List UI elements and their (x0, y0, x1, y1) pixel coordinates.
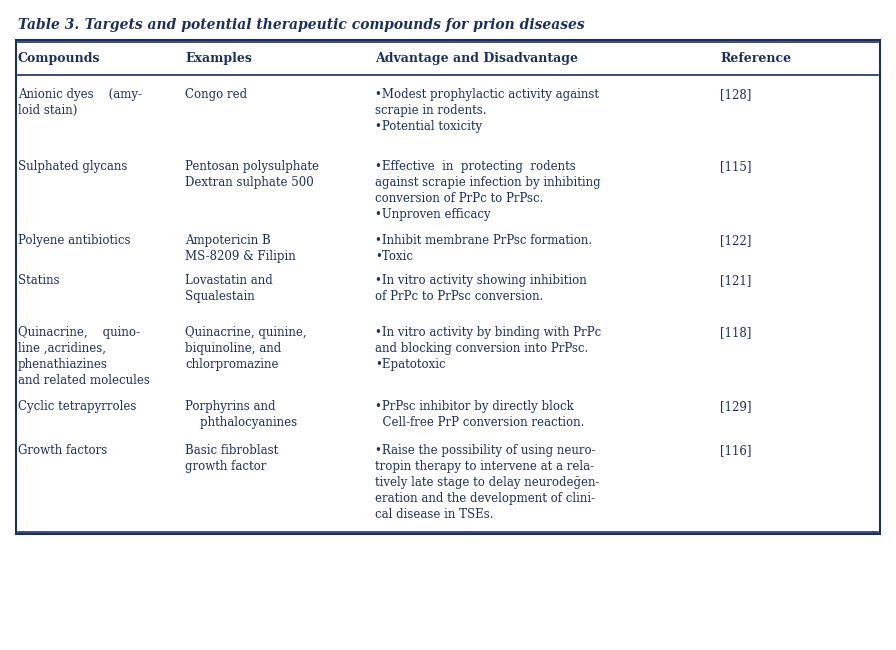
Text: •PrPsc inhibitor by directly block
  Cell-free PrP conversion reaction.: •PrPsc inhibitor by directly block Cell-… (375, 400, 584, 429)
Text: Congo red: Congo red (185, 88, 247, 101)
Text: •Raise the possibility of using neuro-
tropin therapy to intervene at a rela-
ti: •Raise the possibility of using neuro- t… (375, 444, 599, 521)
Text: Anionic dyes    (amy-
loid stain): Anionic dyes (amy- loid stain) (18, 88, 142, 117)
Text: •Inhibit membrane PrPsc formation.
•Toxic: •Inhibit membrane PrPsc formation. •Toxi… (375, 234, 592, 263)
Text: Lovastatin and
Squalestain: Lovastatin and Squalestain (185, 274, 272, 303)
Text: [115]: [115] (720, 160, 752, 173)
Text: Basic fibroblast
growth factor: Basic fibroblast growth factor (185, 444, 279, 473)
Bar (16, 40, 880, 534)
Text: •Modest prophylactic activity against
scrapie in rodents.
•Potential toxicity: •Modest prophylactic activity against sc… (375, 88, 599, 133)
Text: Cyclic tetrapyrroles: Cyclic tetrapyrroles (18, 400, 136, 413)
Text: Growth factors: Growth factors (18, 444, 108, 457)
Text: Reference: Reference (720, 52, 791, 65)
Text: Statins: Statins (18, 274, 60, 287)
Text: Targets and potential therapeutic compounds for prion diseases: Targets and potential therapeutic compou… (70, 18, 584, 32)
Text: Polyene antibiotics: Polyene antibiotics (18, 234, 131, 247)
Text: •In vitro activity showing inhibition
of PrPc to PrPsc conversion.: •In vitro activity showing inhibition of… (375, 274, 587, 303)
Text: Advantage and Disadvantage: Advantage and Disadvantage (375, 52, 578, 65)
Text: [116]: [116] (720, 444, 752, 457)
Text: [118]: [118] (720, 326, 752, 339)
Text: Sulphated glycans: Sulphated glycans (18, 160, 127, 173)
Text: [122]: [122] (720, 234, 752, 247)
Text: •In vitro activity by binding with PrPc
and blocking conversion into PrPsc.
•Epa: •In vitro activity by binding with PrPc … (375, 326, 601, 371)
Text: Compounds: Compounds (18, 52, 100, 65)
Text: •Effective  in  protecting  rodents
against scrapie infection by inhibiting
conv: •Effective in protecting rodents against… (375, 160, 600, 221)
Text: Table 3.: Table 3. (18, 18, 79, 32)
Text: Ampotericin B
MS-8209 & Filipin: Ampotericin B MS-8209 & Filipin (185, 234, 296, 263)
Text: Quinacrine, quinine,
biquinoline, and
chlorpromazine: Quinacrine, quinine, biquinoline, and ch… (185, 326, 306, 371)
Text: Pentosan polysulphate
Dextran sulphate 500: Pentosan polysulphate Dextran sulphate 5… (185, 160, 319, 189)
Text: [121]: [121] (720, 274, 752, 287)
Text: Quinacrine,    quino-
line ,acridines,
phenathiazines
and related molecules: Quinacrine, quino- line ,acridines, phen… (18, 326, 150, 387)
Text: [129]: [129] (720, 400, 752, 413)
Text: Examples: Examples (185, 52, 252, 65)
Text: [128]: [128] (720, 88, 752, 101)
Text: Porphyrins and
    phthalocyanines: Porphyrins and phthalocyanines (185, 400, 297, 429)
